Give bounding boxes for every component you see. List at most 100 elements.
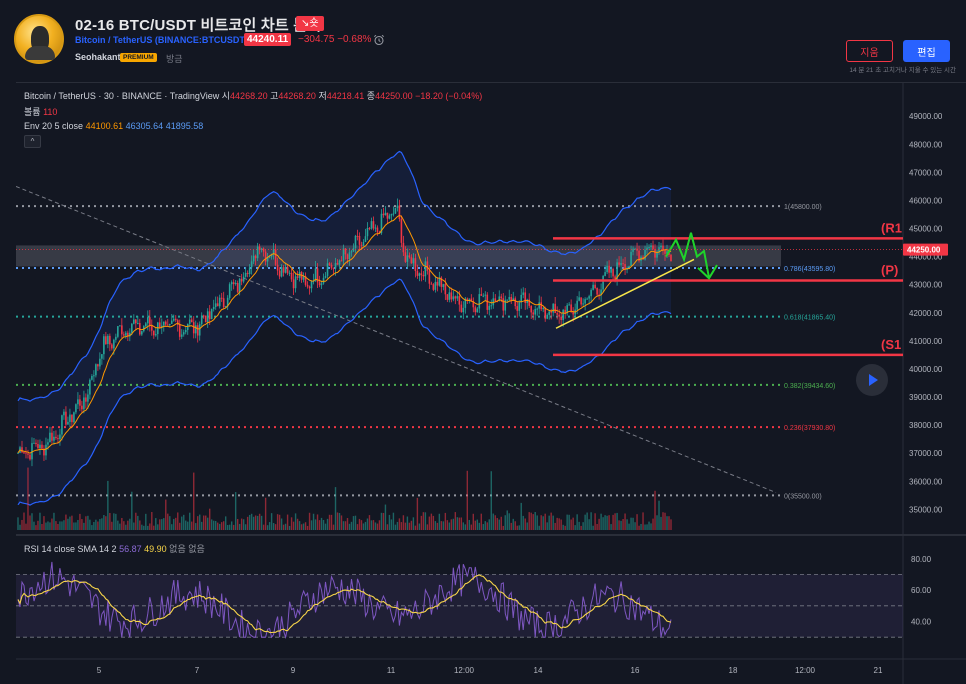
candle-body xyxy=(127,332,129,337)
candle-body xyxy=(610,268,612,273)
candle-body xyxy=(462,307,465,313)
candle-body xyxy=(198,324,201,336)
volume-bar xyxy=(612,514,614,530)
volume-bar xyxy=(354,515,357,530)
candle-body xyxy=(262,248,265,252)
candle-body xyxy=(488,305,491,310)
author-avatar[interactable] xyxy=(14,14,64,64)
pivot-level-label: (R1 xyxy=(881,220,902,235)
volume-bar xyxy=(25,523,27,530)
candle-body xyxy=(202,315,205,317)
candle-body xyxy=(129,332,131,337)
volume-bar xyxy=(584,514,586,530)
volume-bar xyxy=(658,500,660,530)
volume-bar xyxy=(189,512,191,530)
volume-bar xyxy=(634,522,636,530)
volume-bar xyxy=(604,515,606,530)
price-chart-svg[interactable]: 1(45800.00) 0.786(43595.80) 0.618(41865.40… xyxy=(16,83,966,684)
volume-bar xyxy=(504,515,506,530)
alarm-clock-icon[interactable] xyxy=(373,34,385,46)
collapse-legend-button[interactable]: ^ xyxy=(24,135,41,148)
pivot-level-label: (P) xyxy=(881,263,898,278)
chart-pane[interactable]: 1(45800.00) 0.786(43595.80) 0.618(41865.40… xyxy=(16,82,966,684)
candle-body xyxy=(434,281,437,290)
candle-body xyxy=(218,297,221,307)
candle-body xyxy=(358,235,361,245)
candle-body xyxy=(117,326,119,337)
candle-body xyxy=(380,213,383,234)
candle-body xyxy=(388,215,391,219)
delete-button[interactable]: 지움 xyxy=(846,40,893,62)
volume-bar xyxy=(524,518,526,530)
candle-body xyxy=(240,278,243,282)
candle-body xyxy=(412,258,415,264)
volume-bar xyxy=(37,520,39,530)
candle-body xyxy=(258,246,261,250)
price-tick-label: 46000.00 xyxy=(909,196,943,205)
volume-bar xyxy=(366,518,369,530)
volume-bar xyxy=(324,523,327,530)
candle-body xyxy=(602,275,604,290)
candle-body xyxy=(536,308,539,310)
candle-body xyxy=(480,294,483,296)
volume-bar xyxy=(422,512,425,530)
volume-bar xyxy=(406,516,409,530)
volume-bar xyxy=(640,523,642,530)
candle-body xyxy=(276,264,279,271)
volume-bar xyxy=(107,480,109,530)
candle-body xyxy=(306,284,309,287)
volume-bar xyxy=(386,524,389,530)
volume-bar xyxy=(330,514,333,530)
volume-bar xyxy=(220,522,223,530)
low-value: 44218.41 xyxy=(326,91,365,101)
candle-body xyxy=(370,221,373,229)
candle-body xyxy=(31,443,33,460)
volume-bar xyxy=(394,524,397,530)
author-name[interactable]: Seohakant xyxy=(75,52,121,62)
volume-bar xyxy=(506,510,508,530)
volume-bar xyxy=(508,513,510,530)
price-tick-label: 40000.00 xyxy=(909,365,943,374)
volume-bar xyxy=(352,516,355,530)
volume-bar xyxy=(280,518,283,530)
candle-body xyxy=(67,421,69,425)
volume-bar xyxy=(600,513,602,530)
edit-button[interactable]: 편집 xyxy=(903,40,950,62)
candle-body xyxy=(148,317,151,327)
volume-bar xyxy=(602,517,604,530)
replay-play-button[interactable] xyxy=(856,364,888,396)
exchange-symbol[interactable]: BINANCE:BTCUSDT xyxy=(157,35,245,45)
candle-body xyxy=(564,309,566,314)
candle-body xyxy=(518,302,521,311)
volume-bar xyxy=(43,516,45,530)
candle-body xyxy=(346,254,349,260)
volume-bar xyxy=(592,525,594,530)
candle-body xyxy=(576,300,578,310)
candle-body xyxy=(290,272,293,280)
candle-body xyxy=(252,255,255,262)
volume-bar xyxy=(85,516,87,530)
volume-bar xyxy=(666,516,668,530)
candle-body xyxy=(170,320,173,324)
symbol-line[interactable]: Bitcoin / TetherUS (BINANCE:BTCUSDT) xyxy=(75,35,248,45)
candle-body xyxy=(234,283,237,285)
candle-body xyxy=(228,284,231,298)
candle-body xyxy=(508,296,511,300)
volume-bar xyxy=(19,524,21,530)
candle-body xyxy=(542,307,544,310)
volume-bar xyxy=(65,514,67,530)
candle-body xyxy=(97,364,99,367)
volume-bar xyxy=(440,521,443,530)
candle-body xyxy=(360,244,363,246)
candle-body xyxy=(272,249,275,255)
play-icon xyxy=(869,374,878,386)
symbol-name[interactable]: Bitcoin / TetherUS xyxy=(75,35,153,45)
candle-body xyxy=(468,298,471,300)
volume-bar xyxy=(312,513,315,530)
volume-bar xyxy=(183,514,185,530)
volume-bar xyxy=(171,524,173,530)
candle-body xyxy=(168,323,171,326)
candle-body xyxy=(115,336,117,340)
volume-bar xyxy=(125,524,127,530)
candle-body xyxy=(35,442,37,445)
